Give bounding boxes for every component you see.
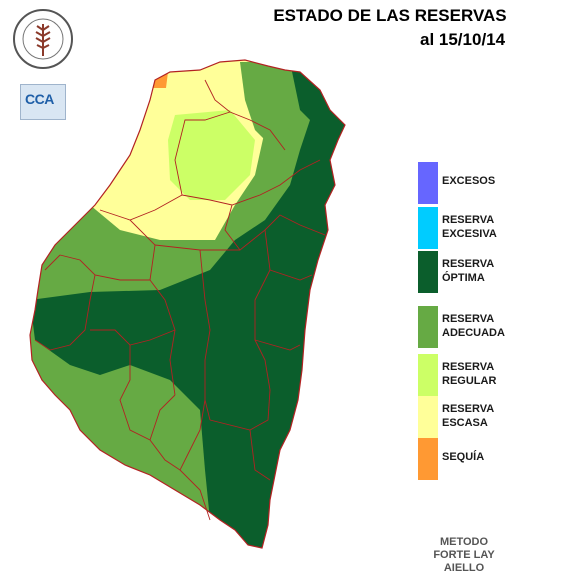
zone-regular (168, 110, 255, 200)
method-line3: AIELLO (443, 562, 485, 574)
legend-label-line1: SEQUÍA (442, 451, 485, 463)
legend-label-line1: RESERVA (442, 313, 495, 325)
legend-swatch (418, 162, 438, 204)
zone-adecuada-ne (240, 62, 300, 150)
method-line2: FORTE LAY (433, 549, 495, 561)
legend-label-line1: RESERVA (442, 258, 495, 270)
map-title: ESTADO DE LAS RESERVAS (273, 6, 507, 25)
cca-logo-text: CCA (25, 91, 54, 107)
legend-label-line1: RESERVA (442, 214, 495, 226)
legend-swatch (418, 251, 438, 293)
department-borders (34, 79, 326, 521)
province-outline (29, 59, 346, 549)
legend-label-line1: RESERVA (442, 361, 495, 373)
bolsa-cereales-logo (12, 8, 74, 70)
legend-swatch (418, 438, 438, 480)
method-line1: METODO (439, 536, 489, 548)
legend-label-line1: EXCESOS (442, 175, 496, 187)
legend-label-line2: ÓPTIMA (442, 272, 485, 284)
legend-label-line2: EXCESIVA (442, 228, 497, 240)
legend-label-line1: RESERVA (442, 403, 495, 415)
method-note: METODO FORTE LAY AIELLO (424, 536, 504, 575)
cca-logo: CCA (20, 84, 66, 120)
legend-swatch (418, 306, 438, 348)
legend-label-line2: ESCASA (442, 417, 488, 429)
legend-swatch (418, 207, 438, 249)
legend-label-line2: REGULAR (442, 375, 497, 387)
map-date: al 15/10/14 (420, 30, 506, 49)
legend-swatch (418, 396, 438, 438)
legend-swatch (418, 354, 438, 396)
legend-label-line2: ADECUADA (442, 327, 505, 339)
